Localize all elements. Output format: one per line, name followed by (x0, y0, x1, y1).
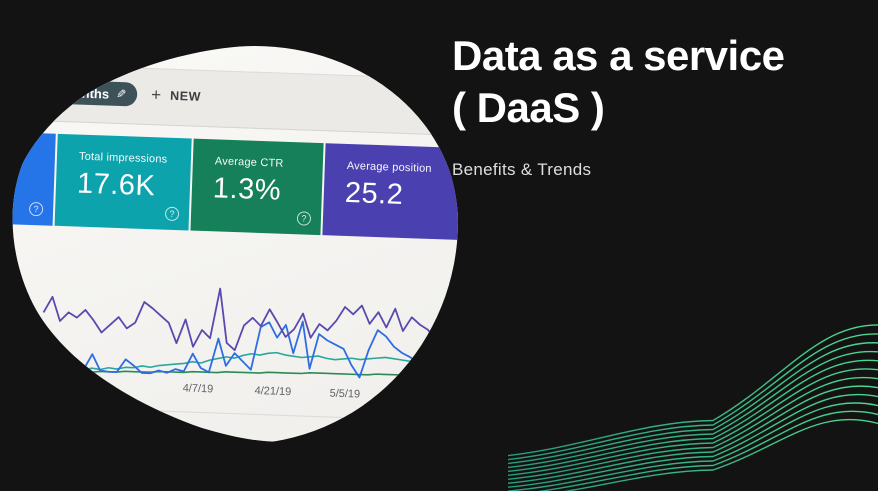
subtitle: Benefits & Trends (452, 160, 592, 179)
wave-lines (485, 324, 878, 491)
help-icon[interactable]: ? (297, 211, 311, 225)
x-axis-tick: 5/5/19 (329, 387, 361, 401)
new-button-label: NEW (169, 88, 202, 104)
metric-card-average-ctr: Average CTR 1.3% ? (190, 139, 323, 235)
pencil-icon: ✎ (115, 86, 127, 102)
x-axis-tick: 4/7/19 (182, 382, 214, 396)
title-block: Data as a service ( DaaS ) Benefits & Tr… (452, 30, 785, 180)
metric-card-average-position: Average position 25.2 ? (322, 143, 458, 241)
chart-divider (50, 407, 440, 422)
help-icon[interactable]: ? (165, 207, 179, 221)
metric-card-value: 17.6K (76, 167, 156, 203)
date-range-label: 6 months (51, 84, 110, 102)
console-toolbar: 6 months ✎ + NEW (6, 62, 458, 137)
help-icon[interactable]: ? (29, 202, 43, 216)
title-line-2: ( DaaS ) (452, 84, 605, 131)
page-title: Data as a service ( DaaS ) (452, 30, 785, 134)
title-line-1: Data as a service (452, 32, 785, 79)
photo-blob: 6 months ✎ + NEW ? Total impressions 17.… (6, 46, 458, 444)
metric-card-value: 1.3% (212, 172, 282, 207)
plus-icon: + (150, 85, 162, 105)
metric-card-label: Average CTR (214, 155, 284, 170)
x-axis-tick: 4/21/19 (254, 384, 292, 399)
decorative-waves (485, 256, 878, 491)
waves-svg (485, 324, 878, 491)
search-console-screenshot: 6 months ✎ + NEW ? Total impressions 17.… (6, 46, 458, 444)
metric-card-value: 25.2 (344, 176, 404, 211)
date-range-chip[interactable]: 6 months ✎ (11, 78, 138, 106)
metric-card-total-impressions: Total impressions 17.6K ? (55, 134, 192, 231)
traffic-chart (6, 243, 456, 399)
metric-cards-row: ? Total impressions 17.6K ? Average CTR … (6, 131, 458, 241)
metric-card-label: Average position (346, 159, 432, 175)
new-button[interactable]: + NEW (151, 81, 202, 111)
metric-card-label: Total impressions (78, 150, 168, 166)
metric-card-cropped: ? (6, 131, 56, 226)
